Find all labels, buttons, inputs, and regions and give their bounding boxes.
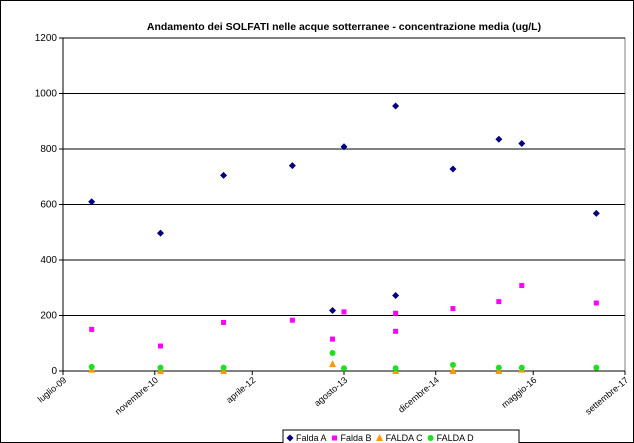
data-point — [593, 300, 599, 306]
data-point — [449, 361, 456, 368]
data-point — [393, 328, 399, 334]
data-point — [288, 162, 296, 170]
legend-marker — [286, 434, 294, 442]
data-point — [519, 283, 525, 289]
data-point — [496, 299, 502, 305]
data-point — [341, 309, 347, 315]
y-tick-label: 800 — [40, 144, 57, 155]
data-point — [341, 365, 347, 372]
y-tick-label: 600 — [40, 200, 57, 211]
data-point — [157, 364, 164, 371]
data-point — [330, 336, 336, 342]
data-point — [518, 364, 525, 371]
data-point — [450, 306, 456, 312]
data-point — [329, 360, 337, 368]
data-point — [449, 165, 457, 173]
data-point — [393, 310, 399, 316]
legend-marker — [376, 434, 384, 441]
legend-box — [282, 429, 520, 443]
data-point — [329, 349, 336, 356]
data-point — [88, 198, 96, 206]
data-point — [156, 229, 164, 237]
data-point — [329, 307, 337, 315]
data-point — [89, 326, 95, 332]
legend-label: FALDA C — [386, 433, 424, 443]
data-point — [157, 343, 163, 349]
y-tick-label: 1200 — [35, 33, 58, 44]
data-point — [340, 143, 348, 151]
legend-label: FALDA D — [437, 433, 475, 443]
chart-title: Andamento dei SOLFATI nelle acque sotter… — [147, 21, 541, 33]
data-point — [592, 209, 600, 217]
data-point — [289, 317, 295, 323]
data-point — [392, 102, 400, 110]
data-point — [593, 364, 600, 371]
data-point — [392, 365, 399, 372]
y-tick-label: 400 — [40, 255, 57, 266]
data-point — [392, 292, 400, 300]
data-point — [220, 171, 228, 179]
legend-label: Falda B — [341, 433, 372, 443]
data-point — [495, 135, 503, 143]
legend-marker — [427, 435, 434, 441]
data-point — [220, 364, 227, 371]
legend-label: Falda A — [296, 433, 327, 443]
legend: Falda A Falda B FALDA C FALDA D — [282, 429, 520, 443]
data-point — [449, 367, 457, 374]
y-tick-label: 1000 — [35, 89, 58, 100]
data-point — [88, 363, 95, 370]
data-point — [221, 319, 227, 325]
data-point — [518, 139, 526, 147]
legend-marker — [332, 435, 338, 441]
y-tick-label: 0 — [51, 366, 57, 377]
y-tick-label: 200 — [40, 311, 57, 322]
data-point — [495, 364, 502, 371]
